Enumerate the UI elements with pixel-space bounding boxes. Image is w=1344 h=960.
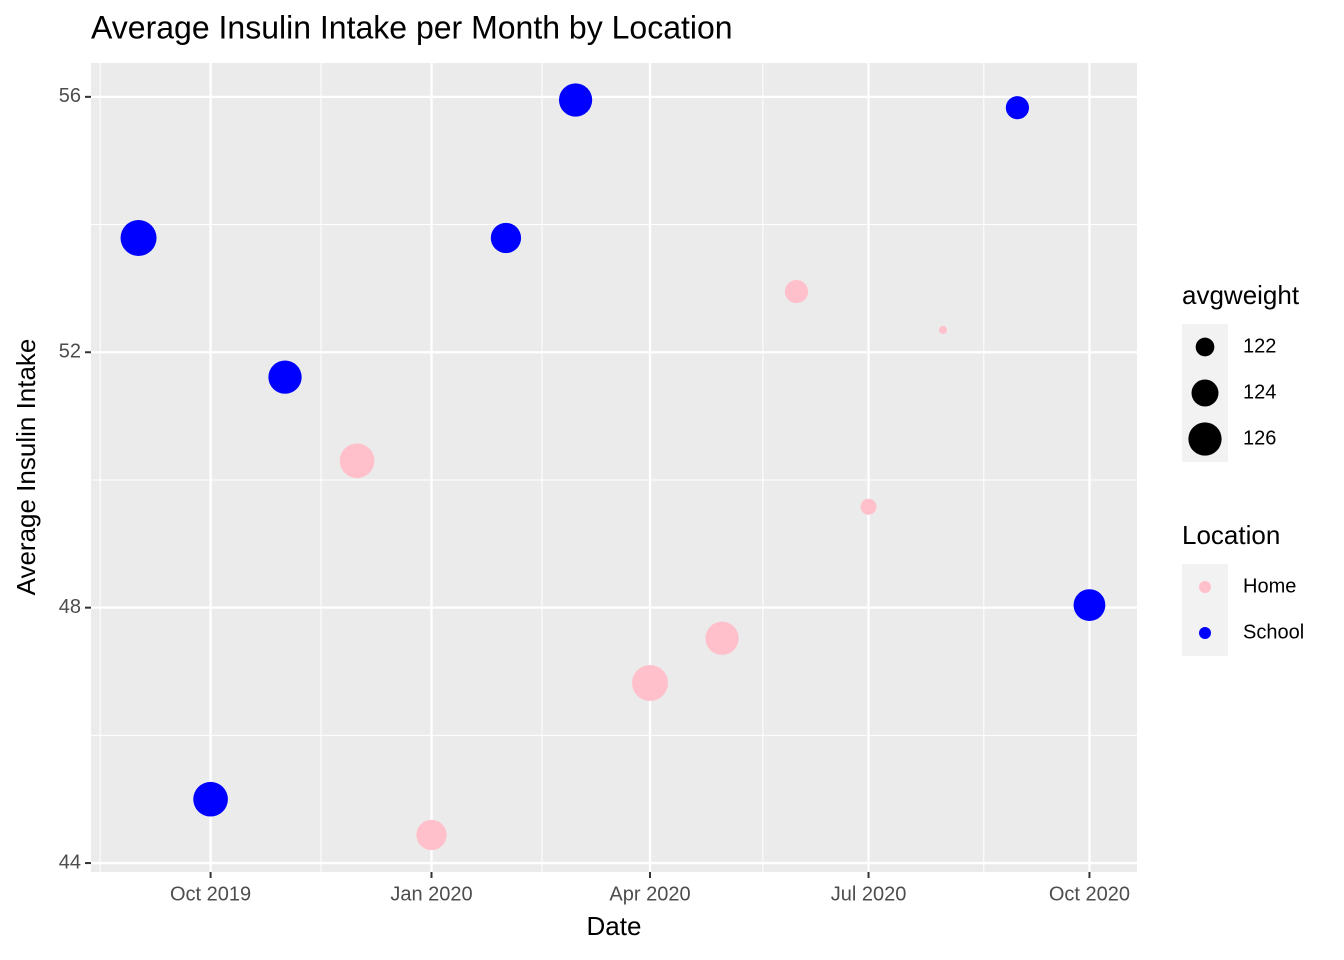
x-tick-label: Apr 2020 <box>609 883 690 905</box>
x-tick-label: Oct 2019 <box>170 883 251 905</box>
y-axis-title: Average Insulin Intake <box>11 339 41 596</box>
size-legend-label: 126 <box>1243 427 1276 449</box>
legend-key <box>1199 581 1211 593</box>
x-tick-label: Oct 2020 <box>1049 883 1130 905</box>
point <box>938 325 947 334</box>
color-legend-title: Location <box>1182 520 1280 550</box>
point <box>416 819 447 851</box>
x-tick-label: Jul 2020 <box>831 883 907 905</box>
point <box>1005 96 1030 120</box>
size-legend-key <box>1188 422 1222 456</box>
point <box>339 443 375 479</box>
size-legend-key <box>1191 379 1219 407</box>
size-legend-title: avgweight <box>1182 280 1300 310</box>
size-legend-label: 122 <box>1243 335 1276 357</box>
panel <box>91 63 1137 872</box>
y-tick-label: 56 <box>59 85 81 107</box>
point <box>268 360 302 394</box>
x-tick-label: Jan 2020 <box>390 883 472 905</box>
size-legend-label: 124 <box>1243 381 1276 403</box>
point <box>1073 589 1106 622</box>
y-tick-label: 48 <box>59 596 81 618</box>
size-legend-key <box>1195 337 1215 357</box>
point <box>558 83 593 117</box>
legend-label: School <box>1243 621 1304 643</box>
point <box>490 222 522 254</box>
legend-label: Home <box>1243 575 1296 597</box>
y-tick-label: 52 <box>59 341 81 363</box>
legend-key <box>1199 627 1211 639</box>
x-axis-title: Date <box>587 911 642 941</box>
y-tick-label: 44 <box>59 851 81 873</box>
point <box>120 219 157 256</box>
chart-title: Average Insulin Intake per Month by Loca… <box>91 9 733 45</box>
point <box>705 621 739 655</box>
point <box>193 781 228 817</box>
point <box>784 279 809 304</box>
point <box>632 664 669 701</box>
point <box>860 498 877 515</box>
legend-key-bg <box>1182 564 1228 656</box>
